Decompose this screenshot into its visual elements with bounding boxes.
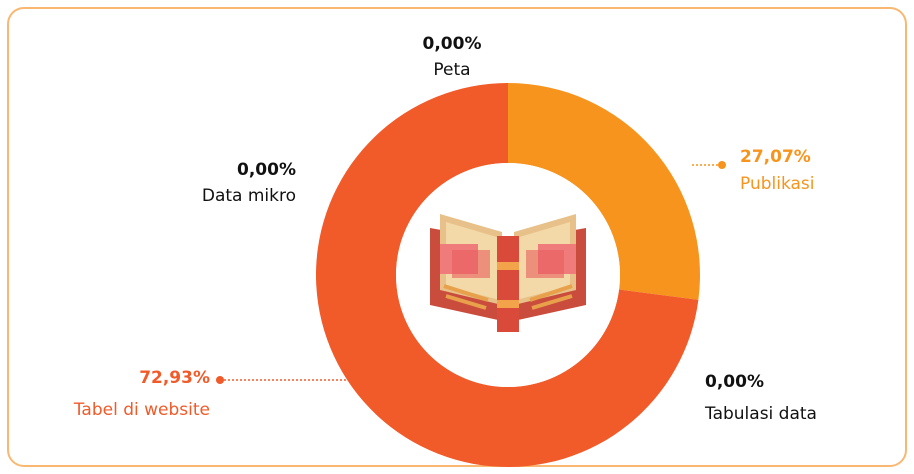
category-label: Tabel di website bbox=[73, 400, 210, 420]
leader-dot bbox=[718, 161, 726, 169]
category-label: Peta bbox=[433, 60, 470, 80]
value-label: 72,93% bbox=[139, 368, 210, 388]
chart: 27,07% Publikasi 72,93% Tabel di website 0,0… bbox=[0, 0, 914, 474]
value-label: 27,07% bbox=[740, 147, 811, 167]
value-label: 0,00% bbox=[705, 372, 764, 392]
category-label: Publikasi bbox=[740, 174, 815, 194]
value-label: 0,00% bbox=[237, 160, 296, 180]
category-label: Tabulasi data bbox=[704, 404, 817, 424]
leader-dot bbox=[216, 376, 224, 384]
category-label: Data mikro bbox=[202, 186, 296, 206]
value-label: 0,00% bbox=[423, 34, 482, 54]
